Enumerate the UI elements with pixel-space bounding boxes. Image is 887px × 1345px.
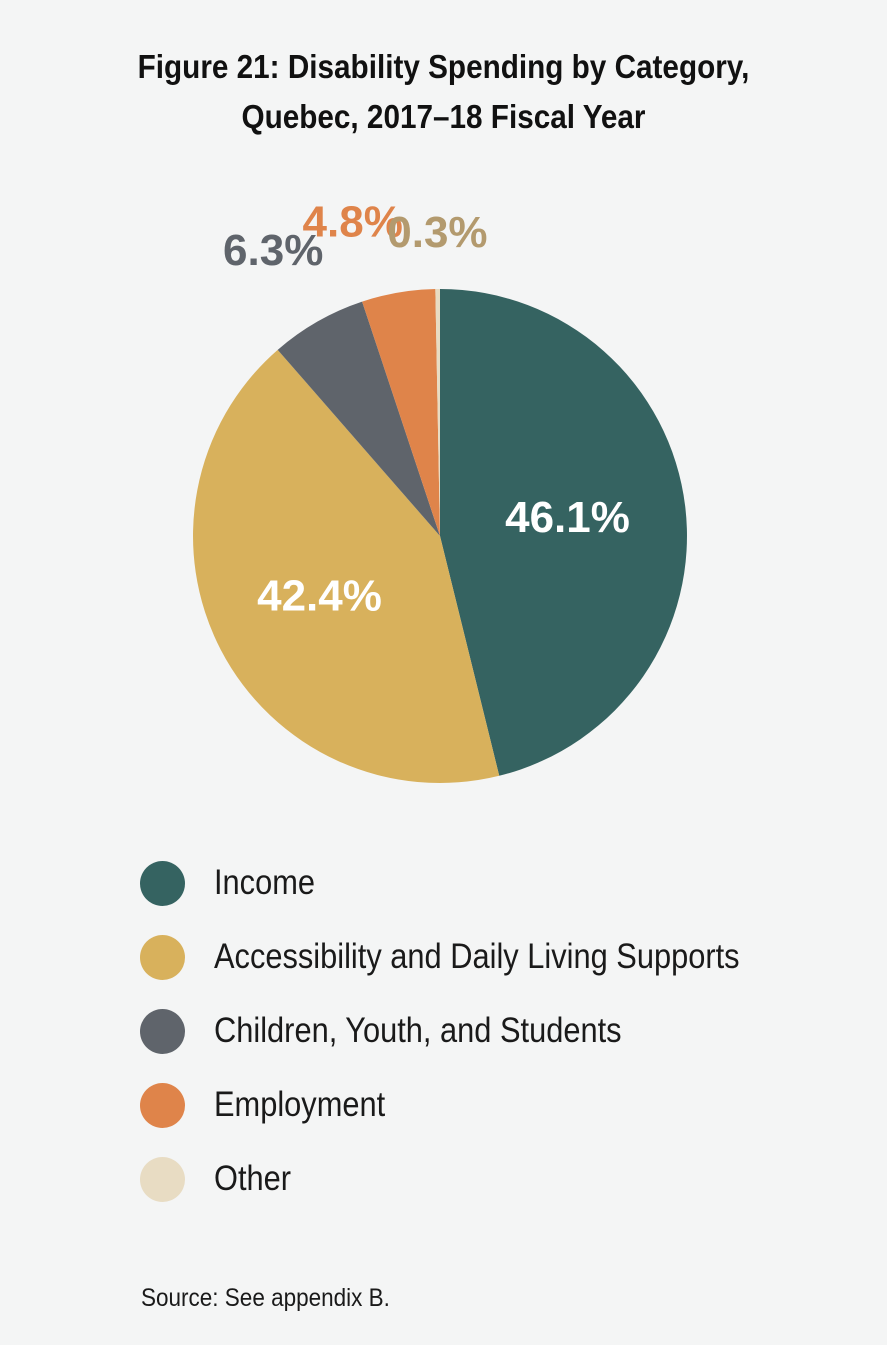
chart-title-line-1: Figure 21: Disability Spending by Catego…: [137, 48, 750, 85]
legend-label-employment: Employment: [214, 1085, 386, 1124]
legend-swatch-accessibility: [140, 934, 185, 980]
legend-item-other: Other: [140, 1152, 860, 1206]
legend-item-accessibility: Accessibility and Daily Living Supports: [140, 930, 860, 984]
legend-item-employment: Employment: [140, 1078, 860, 1132]
legend-label-other: Other: [214, 1159, 292, 1198]
legend-label-children: Children, Youth, and Students: [214, 1011, 622, 1050]
legend-item-income: Income: [140, 856, 860, 910]
pie-slice-employment: [362, 289, 440, 536]
pie-chart: 46.1% 42.4% 6.3%4.8%0.3%: [193, 197, 687, 783]
source-note: Source: See appendix B.: [141, 1284, 390, 1312]
legend-label-income: Income: [214, 863, 316, 902]
legend-swatch-other: [140, 1156, 185, 1202]
legend: Income Accessibility and Daily Living Su…: [140, 856, 860, 1226]
chart-title: Figure 21: Disability Spending by Catego…: [80, 42, 806, 142]
legend-swatch-children: [140, 1008, 185, 1054]
pie-slice-accessibility: [193, 349, 500, 783]
legend-swatch-employment: [140, 1082, 185, 1128]
pie-label-accessibility: 42.4%: [257, 571, 382, 620]
legend-label-accessibility: Accessibility and Daily Living Supports: [214, 937, 740, 976]
pie-slice-other: [435, 288, 440, 536]
pie-slice-children: [277, 301, 440, 536]
legend-item-children: Children, Youth, and Students: [140, 1004, 860, 1058]
pie-label-employment: 4.8%: [303, 197, 403, 246]
chart-title-line-2: Quebec, 2017–18 Fiscal Year: [241, 98, 646, 135]
legend-swatch-income: [140, 860, 185, 906]
pie-label-other: 0.3%: [387, 208, 487, 257]
pie-slice-income: [440, 289, 687, 776]
pie-label-children: 6.3%: [223, 226, 323, 275]
pie-label-income: 46.1%: [505, 493, 630, 542]
